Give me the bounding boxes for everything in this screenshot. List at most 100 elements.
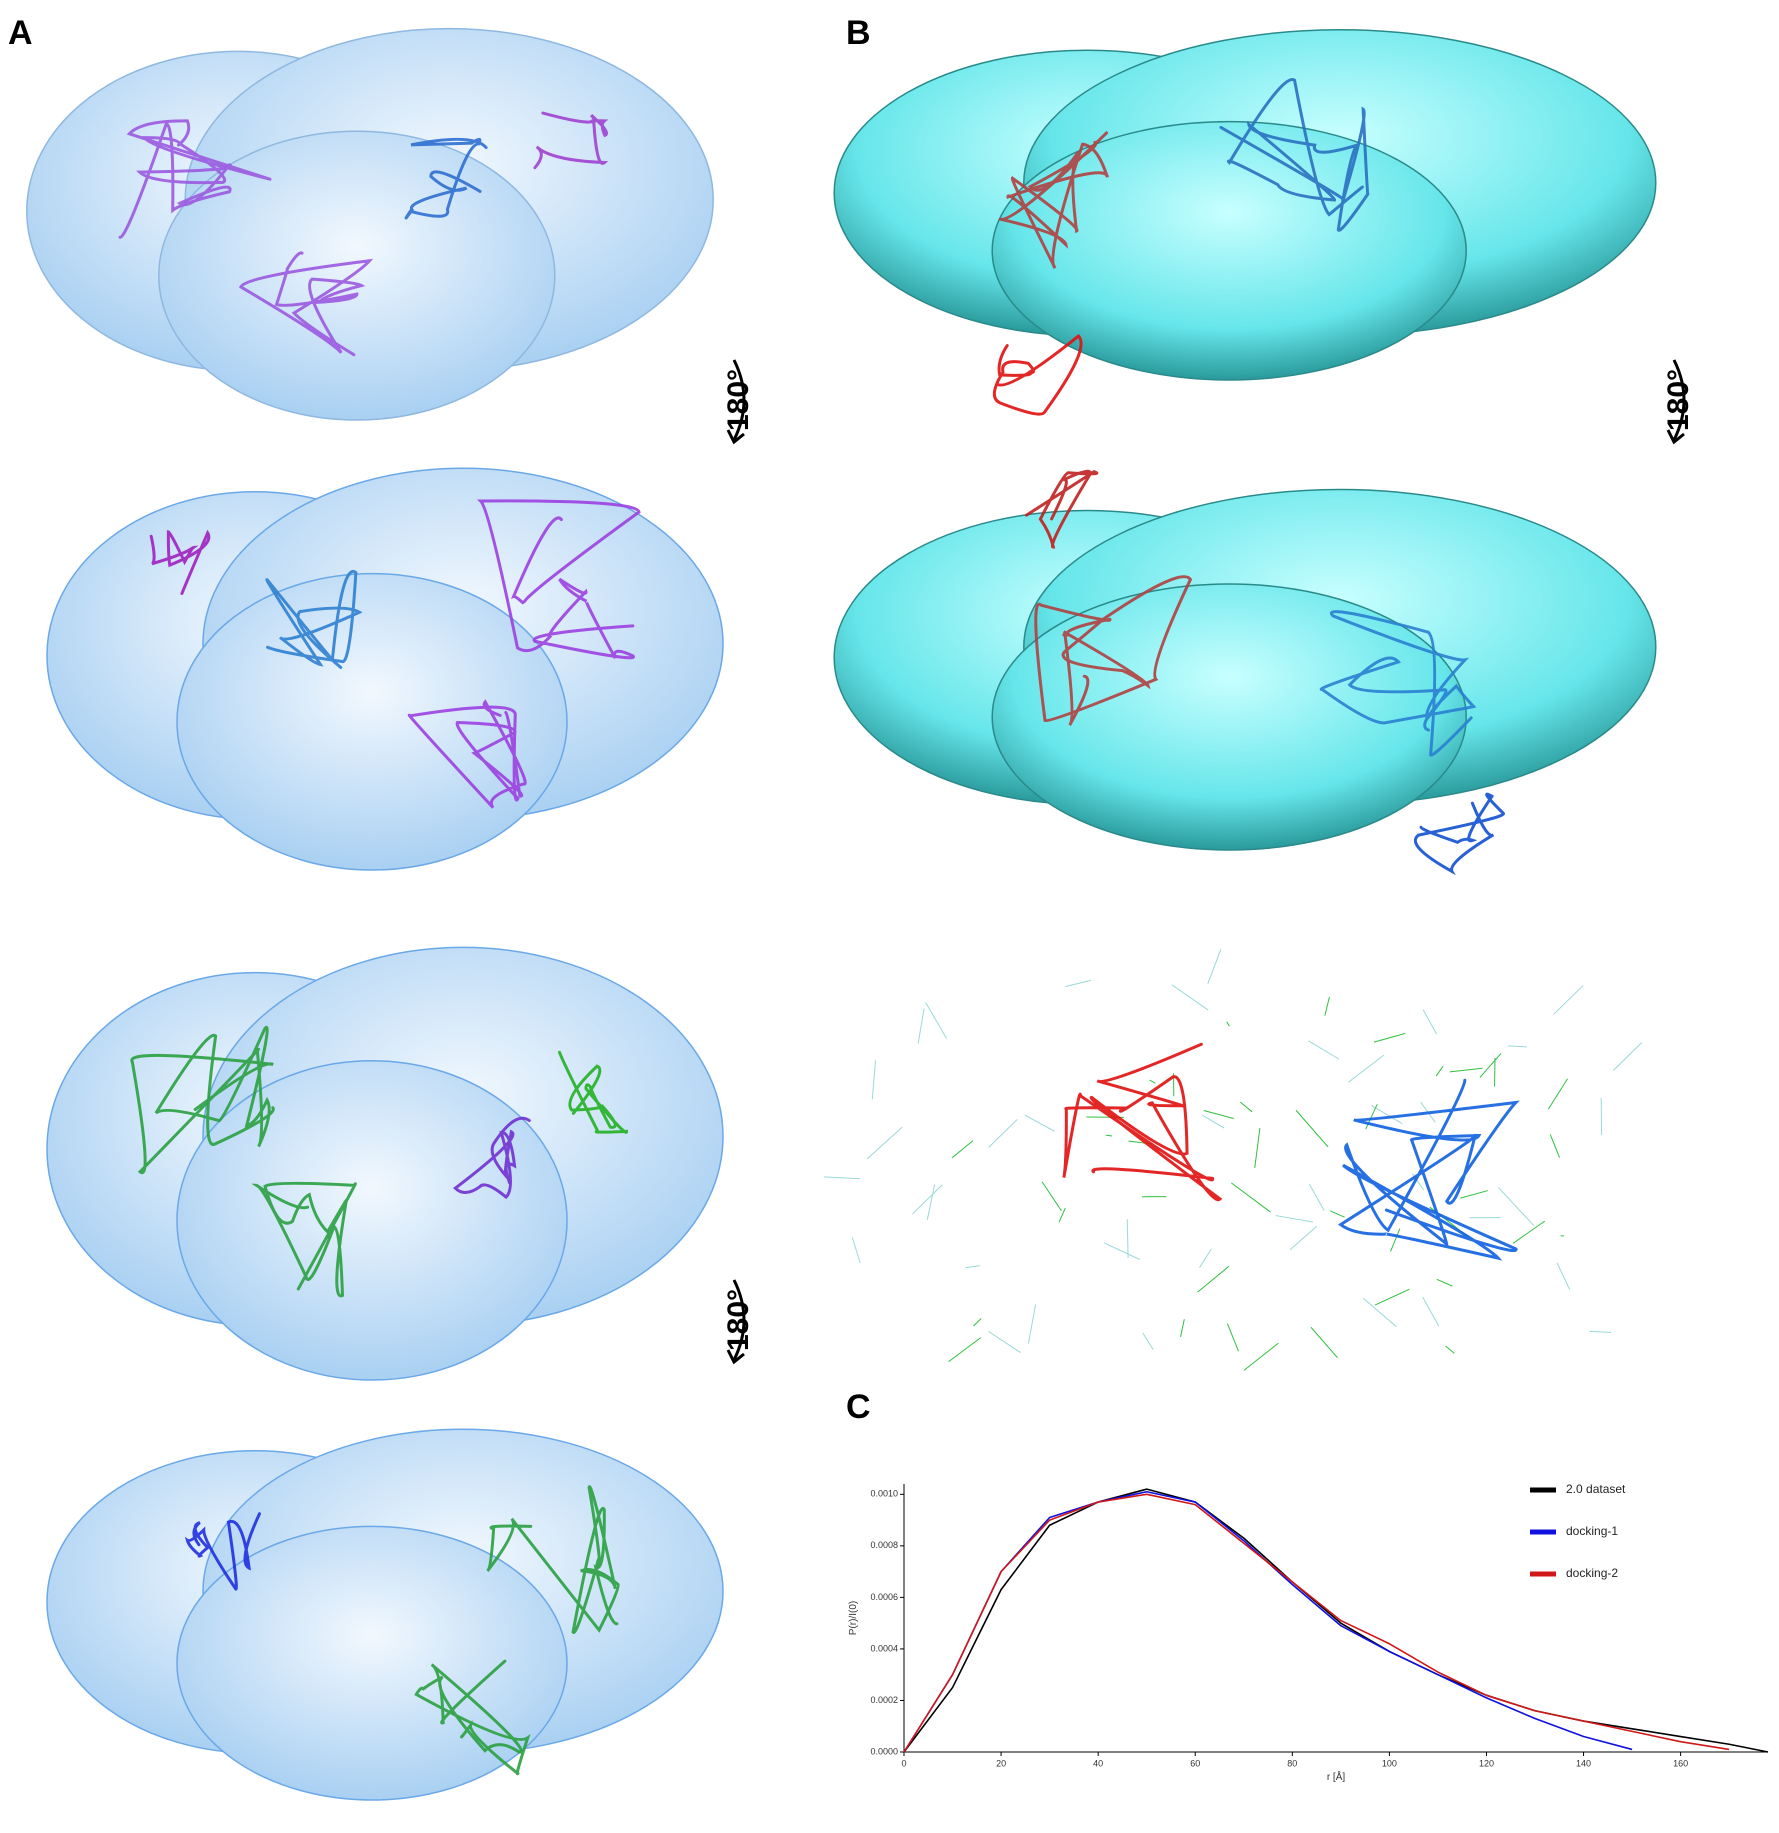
mesh-line [1024, 1114, 1055, 1132]
x-tick-label: 40 [1093, 1758, 1103, 1768]
mesh-line [1547, 1078, 1568, 1110]
x-tick-label: 160 [1673, 1758, 1688, 1768]
legend-label: docking-2 [1566, 1566, 1618, 1580]
rotation-label: 180° [722, 369, 755, 431]
protein-ribbon [1024, 469, 1099, 549]
y-tick-label: 0.0000 [870, 1746, 898, 1756]
mesh-line [951, 1140, 974, 1159]
mesh-line [926, 1184, 936, 1220]
mesh-line [823, 1176, 861, 1180]
x-axis-label: r [Å] [1327, 1770, 1346, 1783]
mesh-line [1449, 1067, 1483, 1073]
mesh-line [1479, 1053, 1502, 1078]
protein-ribbon [251, 1181, 357, 1298]
envelope [176, 1060, 568, 1381]
protein-ribbon [476, 499, 641, 660]
panel-label: A [8, 14, 33, 52]
mesh-line [1207, 948, 1222, 984]
mesh-line [1436, 1278, 1453, 1287]
rotation-label: 180° [722, 1289, 755, 1351]
mesh-line [1308, 1183, 1325, 1211]
y-axis-label: P(r)/I(0) [848, 1601, 859, 1635]
series-line [903, 1493, 1730, 1753]
mesh-line [948, 1337, 981, 1363]
density-map [833, 488, 1657, 851]
protein-ribbon [407, 699, 527, 809]
series-line [903, 1488, 1769, 1753]
mesh-line [851, 1237, 861, 1264]
x-tick-label: 20 [996, 1758, 1006, 1768]
mesh-line [1589, 1330, 1612, 1333]
protein-ribbon [118, 119, 272, 239]
envelope [158, 130, 556, 421]
y-tick-label: 0.0002 [870, 1695, 898, 1705]
mesh-line [1197, 1266, 1230, 1293]
protein-ribbon [1034, 575, 1193, 727]
mesh-line [1199, 1248, 1212, 1268]
mesh-line [1254, 1128, 1261, 1168]
protein-ribbon [453, 1116, 531, 1200]
protein-ribbon [1062, 1042, 1223, 1202]
mesh-line [1371, 1105, 1403, 1125]
mesh-line [1373, 1032, 1406, 1043]
mesh-line [1612, 1042, 1643, 1071]
x-tick-label: 80 [1287, 1758, 1297, 1768]
rotation-arrow [1666, 359, 1686, 445]
legend-label: 2.0 dataset [1566, 1482, 1626, 1496]
mesh-line [1275, 1215, 1313, 1223]
protein-ribbon [130, 1025, 275, 1175]
rotation-arrow [726, 359, 746, 445]
mesh-line [1310, 1326, 1338, 1359]
mesh-line [1308, 1040, 1340, 1060]
mesh-line [1226, 1021, 1230, 1027]
mesh-line [1105, 1134, 1113, 1137]
mesh-line [1149, 1079, 1156, 1084]
mesh-line [1171, 984, 1209, 1011]
mesh-line [912, 1184, 943, 1215]
mesh-line [1374, 1288, 1410, 1306]
mesh-line [1348, 1054, 1385, 1083]
envelope [991, 583, 1467, 851]
mesh-line [1295, 1109, 1329, 1148]
y-tick-label: 0.0006 [870, 1592, 898, 1602]
density-map [46, 1428, 724, 1801]
envelope [176, 572, 568, 871]
mesh-line [1324, 996, 1330, 1016]
mesh-line [1556, 1262, 1571, 1290]
rotation-arrow [726, 1279, 746, 1365]
rotation-label: 180° [1662, 369, 1695, 431]
protein-ribbon [414, 1659, 531, 1776]
series-line [903, 1490, 1633, 1753]
protein-ribbon [486, 1485, 620, 1635]
mesh-line [1231, 1182, 1271, 1213]
x-tick-label: 100 [1382, 1758, 1397, 1768]
mesh-line [988, 1118, 1018, 1148]
mesh-line [1445, 1345, 1455, 1354]
protein-ribbon [149, 529, 211, 595]
y-tick-label: 0.0010 [870, 1489, 898, 1499]
protein-ribbon [533, 111, 609, 170]
mesh-line [1058, 1207, 1066, 1223]
density-map [46, 467, 724, 871]
mesh-line [1289, 1225, 1318, 1251]
mesh-line [1330, 1210, 1345, 1218]
protein-ribbon [1413, 792, 1505, 876]
panel-label: B [846, 14, 871, 52]
mesh-line [1104, 1242, 1140, 1260]
mesh-line [1507, 1045, 1527, 1048]
mesh-line [1422, 1296, 1440, 1327]
mesh-line [1180, 1319, 1185, 1338]
density-map [833, 29, 1657, 381]
protein-ribbon [992, 334, 1083, 416]
protein-ribbon [1219, 78, 1370, 232]
mesh-line [1512, 1220, 1546, 1244]
mesh-line [1549, 1134, 1561, 1158]
pr-chart: 0.0000 0.0002 0.0004 0.0006 0.0008 0.0010 0 20 4… [848, 1482, 1769, 1783]
renderings: 180° 180° 180° [26, 27, 1695, 1801]
x-tick-label: 140 [1576, 1758, 1591, 1768]
y-tick-label: 0.0004 [870, 1643, 898, 1653]
protein-ribbon [998, 131, 1109, 269]
mesh-line [1239, 1101, 1253, 1113]
x-tick-label: 60 [1190, 1758, 1200, 1768]
mesh-line [866, 1126, 903, 1160]
